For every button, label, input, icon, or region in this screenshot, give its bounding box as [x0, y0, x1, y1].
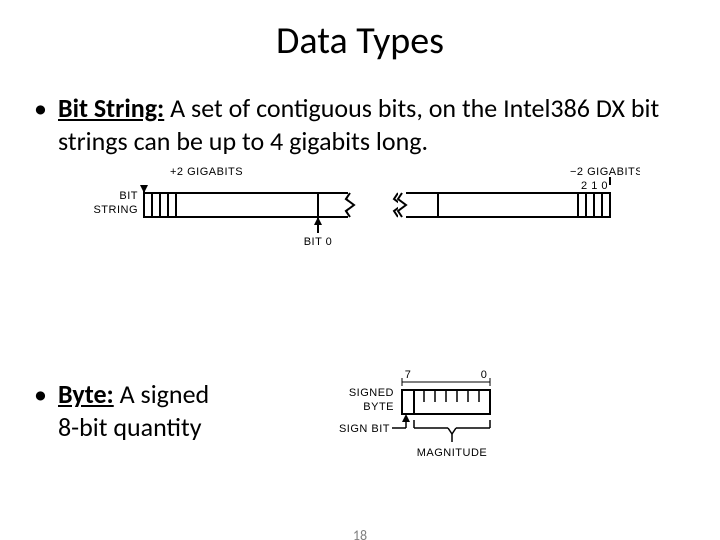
page-number: 18	[0, 527, 720, 540]
byte-desc1: A signed	[114, 378, 209, 410]
byte-term: Byte:	[58, 378, 114, 410]
byte-label-byte: BYTE	[363, 401, 394, 413]
bullet-bitstring: Bit String: A set of contiguous bits, on…	[34, 92, 690, 157]
bullet-byte: Byte: A signed 8-bit quantity	[34, 378, 209, 443]
bitstring-right-label: −2 GIGABITS	[570, 166, 640, 178]
byte-top-7: 7	[405, 369, 412, 381]
byte-diagram: 7 0 SIGNED BYTE SIGN BIT	[290, 364, 610, 484]
bitstring-side1: BIT	[119, 190, 138, 202]
slide-title: Data Types	[0, 18, 720, 64]
slide: Data Types Bit String: A set of contiguo…	[0, 18, 720, 540]
byte-desc2: 8-bit quantity	[58, 411, 202, 443]
bitstring-left-bar	[144, 193, 350, 217]
bitstring-left-label: +2 GIGABITS	[170, 166, 243, 178]
byte-label-signbit: SIGN BIT	[339, 423, 390, 435]
bitstring-diagram: +2 GIGABITS −2 GIGABITS 2 1 0 BIT STRING	[80, 163, 640, 253]
bit0-arrow-head	[314, 217, 322, 225]
byte-label-signed: SIGNED	[349, 387, 394, 399]
byte-label-magnitude: MAGNITUDE	[417, 447, 488, 459]
bitstring-side2: STRING	[93, 204, 138, 216]
bitstring-term: Bit String:	[58, 92, 164, 124]
bitstring-210: 2 1 0	[581, 180, 608, 192]
bit0-label: BIT 0	[304, 236, 333, 248]
byte-top-0: 0	[481, 369, 488, 381]
